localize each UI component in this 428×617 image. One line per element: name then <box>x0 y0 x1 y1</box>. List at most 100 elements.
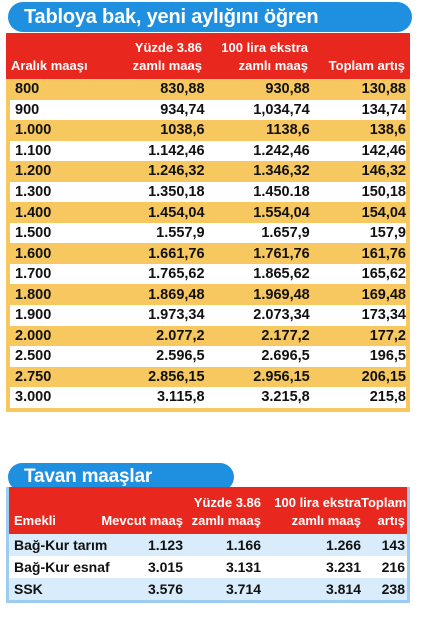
cell-extra: 1.761,76 <box>253 245 310 262</box>
header-total2-line2: artış <box>377 513 405 528</box>
cell-range: 1.900 <box>15 307 52 324</box>
cell-total: 143 <box>381 537 405 553</box>
header-type-line2: Emekli <box>14 513 56 528</box>
cell-raise: 1.166 <box>225 537 261 553</box>
cell-total: 134,74 <box>361 101 406 118</box>
ceiling-table-body: Bağ-Kur tarım 1.123 1.166 1.266 143 Bağ-Kur e… <box>9 534 407 600</box>
cell-raise: 1.765,62 <box>148 266 205 283</box>
table-row: 1.200 1.246,32 1.346,32 146,32 <box>10 161 406 182</box>
main-title-banner: Tabloya bak, yeni aylığını öğren <box>8 2 412 32</box>
cell-type: SSK <box>14 581 43 597</box>
cell-raise: 3.131 <box>225 559 261 575</box>
header-extra2-line2: zamlı maaş <box>291 513 361 528</box>
cell-raise: 1.142,46 <box>148 142 205 159</box>
table-row: 1.900 1.973,34 2.073,34 173,34 <box>10 305 406 326</box>
cell-range: 800 <box>15 81 40 98</box>
ceiling-title-banner: Tavan maaşlar <box>8 463 234 491</box>
header-extra2-line1: 100 lira ekstra <box>274 495 361 510</box>
cell-total: 157,9 <box>369 225 406 242</box>
cell-total: 146,32 <box>361 163 406 180</box>
cell-range: 3.000 <box>15 389 52 406</box>
cell-current: 3.015 <box>147 559 183 575</box>
header-raise-line1: Yüzde 3.86 <box>134 40 202 55</box>
cell-extra: 3.231 <box>325 559 361 575</box>
cell-extra: 1.242,46 <box>253 142 310 159</box>
cell-range: 1.300 <box>15 184 52 200</box>
cell-extra: 1.266 <box>325 537 361 553</box>
cell-total: 130,88 <box>361 81 406 98</box>
cell-raise: 1.350,18 <box>148 184 205 200</box>
salary-table: Aralık maaşı Yüzde 3.86 zamlı maaş 100 l… <box>6 33 410 412</box>
cell-raise: 3.714 <box>225 581 261 597</box>
cell-range: 1.800 <box>15 286 52 303</box>
table-row: 2.750 2.856,15 2.956,15 206,15 <box>10 366 406 388</box>
table-row: SSK 3.576 3.714 3.814 238 <box>9 578 407 600</box>
header-range-line2: Aralık maaşı <box>11 58 88 73</box>
header-total2-line1: Toplam <box>361 495 407 510</box>
cell-raise: 2.856,15 <box>148 368 205 385</box>
table-row: 1.700 1.765,62 1.865,62 165,62 <box>10 263 406 285</box>
cell-type: Bağ-Kur tarım <box>14 537 108 553</box>
cell-extra: 2.696,5 <box>261 348 310 365</box>
cell-range: 2.750 <box>15 368 52 385</box>
cell-extra: 2.073,34 <box>253 307 310 324</box>
cell-raise: 1.454,04 <box>148 204 205 221</box>
cell-extra: 1.657,9 <box>261 225 310 242</box>
cell-current: 3.576 <box>147 581 183 597</box>
cell-extra: 3.215,8 <box>261 389 310 406</box>
header-raise: Yüzde 3.86 zamlı maaş <box>106 39 202 75</box>
cell-raise: 1.973,34 <box>148 307 205 324</box>
cell-raise: 934,74 <box>160 101 205 118</box>
cell-raise: 3.115,8 <box>156 389 205 406</box>
cell-range: 1.600 <box>15 245 52 262</box>
cell-total: 150,18 <box>361 184 406 200</box>
cell-range: 900 <box>15 101 40 118</box>
cell-total: 173,34 <box>361 307 406 324</box>
cell-type: Bağ-Kur esnaf <box>14 559 110 575</box>
header-extra2: 100 lira ekstra zamlı maaş <box>261 494 361 530</box>
table-row: 3.000 3.115,8 3.215,8 215,8 <box>10 387 406 408</box>
header-extra-line2: zamlı maaş <box>238 58 308 73</box>
table-row: 1.600 1.661,76 1.761,76 161,76 <box>10 243 406 264</box>
ceiling-table: Emekli Mevcut maaş Yüzde 3.86 zamlı maaş… <box>6 487 410 603</box>
cell-total: 238 <box>381 581 405 597</box>
header-total: Toplam artış <box>308 57 405 75</box>
cell-extra: 1.450.18 <box>253 184 310 200</box>
cell-total: 177,2 <box>369 327 406 344</box>
table-row: 1.800 1.869,48 1.969,48 169,48 <box>10 284 406 306</box>
header-total-line2: Toplam artış <box>328 58 405 73</box>
header-raise-line2: zamlı maaş <box>132 58 202 73</box>
cell-total: 215,8 <box>369 389 406 406</box>
cell-total: 216 <box>381 559 405 575</box>
salary-table-header: Aralık maaşı Yüzde 3.86 zamlı maaş 100 l… <box>6 33 410 79</box>
ceiling-title: Tavan maaşlar <box>24 466 153 487</box>
cell-raise: 1.557,9 <box>156 225 205 242</box>
cell-raise: 830,88 <box>160 81 205 98</box>
cell-total: 161,76 <box>361 245 406 262</box>
cell-total: 154,04 <box>361 204 406 221</box>
cell-total: 165,62 <box>361 266 406 283</box>
header-current: Mevcut maaş <box>97 512 183 530</box>
cell-total: 142,46 <box>361 142 406 159</box>
cell-range: 1.000 <box>15 122 52 139</box>
ceiling-table-header: Emekli Mevcut maaş Yüzde 3.86 zamlı maaş… <box>9 487 407 534</box>
table-row: 2.000 2.077,2 2.177,2 177,2 <box>10 325 406 347</box>
cell-extra: 3.814 <box>325 581 361 597</box>
cell-extra: 1.554,04 <box>253 204 310 221</box>
main-title: Tabloya bak, yeni aylığını öğren <box>24 5 319 28</box>
table-row: 1.300 1.350,18 1.450.18 150,18 <box>10 181 406 203</box>
table-row: 800 830,88 930,88 130,88 <box>10 79 406 100</box>
cell-range: 1.200 <box>15 163 52 180</box>
header-extra-line1: 100 lira ekstra <box>221 40 308 55</box>
table-row: Bağ-Kur esnaf 3.015 3.131 3.231 216 <box>9 556 407 578</box>
header-extra: 100 lira ekstra zamlı maaş <box>202 39 308 75</box>
header-raise2-line1: Yüzde 3.86 <box>193 495 261 510</box>
salary-table-body: 800 830,88 930,88 130,88 900 934,74 1,034,74 13… <box>6 79 410 412</box>
cell-current: 1.123 <box>147 537 183 553</box>
cell-extra: 1.346,32 <box>253 163 310 180</box>
header-total2: Toplam artış <box>361 494 407 530</box>
cell-extra: 1,034,74 <box>253 101 310 118</box>
cell-range: 1.700 <box>15 266 52 283</box>
cell-raise: 1.869,48 <box>148 286 205 303</box>
cell-extra: 1138,6 <box>266 122 310 139</box>
